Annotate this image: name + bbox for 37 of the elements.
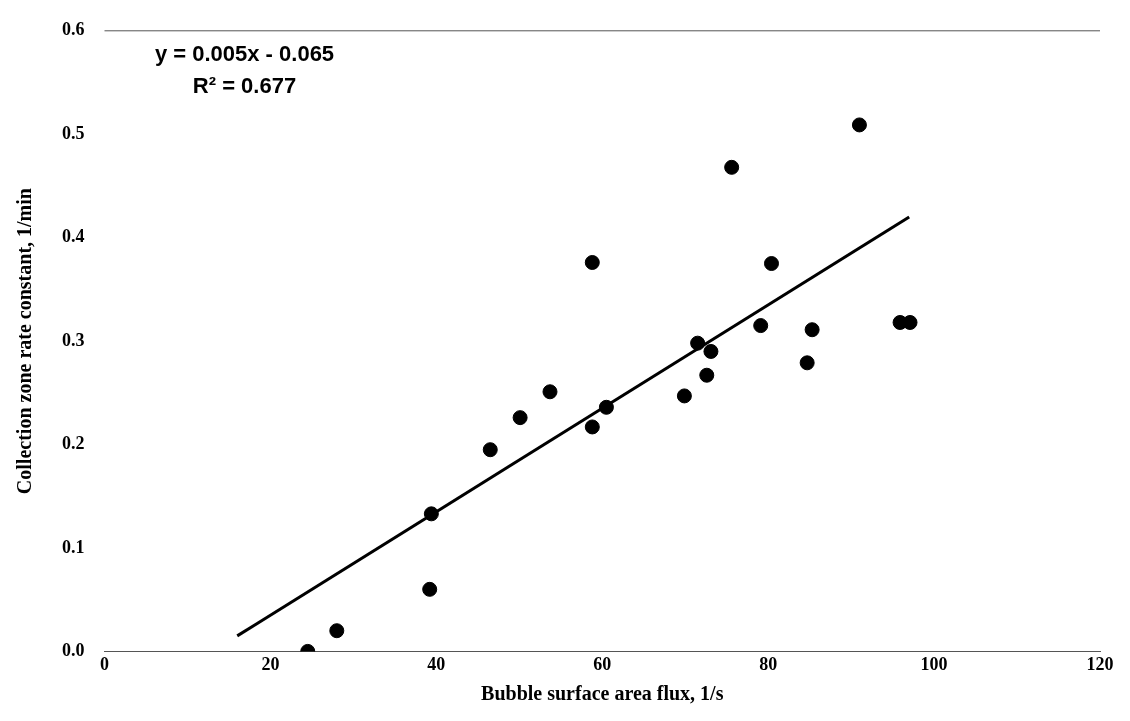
- y-tick-label: 0.5: [62, 122, 85, 143]
- x-tick-label: 60: [593, 653, 612, 674]
- point: [690, 335, 706, 351]
- x-tick-label: 120: [1086, 653, 1114, 674]
- point: [699, 367, 715, 383]
- x-axis-title: Bubble surface area flux, 1/s: [481, 682, 724, 705]
- point: [584, 254, 600, 270]
- y-tick-label: 0.0: [62, 640, 85, 661]
- x-tick-label: 0: [100, 653, 109, 674]
- point: [804, 322, 820, 338]
- point: [799, 355, 815, 371]
- annotation: y = 0.005x - 0.065: [154, 40, 335, 66]
- point: [584, 419, 600, 435]
- y-tick-label: 0.1: [62, 536, 85, 557]
- point: [753, 318, 769, 334]
- point: [542, 384, 558, 400]
- point: [482, 442, 498, 458]
- point: [598, 399, 614, 415]
- point: [763, 256, 779, 272]
- y-tick-label: 0.3: [62, 329, 85, 350]
- point: [724, 159, 740, 175]
- point: [512, 410, 528, 426]
- x-tick-label: 100: [920, 653, 948, 674]
- point: [851, 117, 867, 133]
- x-tick-label: 80: [759, 653, 778, 674]
- y-tick-label: 0.4: [62, 226, 85, 247]
- y-axis-title: Collection zone rate constant, 1/min: [13, 188, 36, 495]
- x-tick-label: 40: [427, 653, 446, 674]
- y-tick-label: 0.6: [62, 19, 85, 40]
- point: [329, 623, 345, 639]
- point: [423, 506, 439, 522]
- point: [422, 581, 438, 597]
- point: [676, 388, 692, 404]
- y-tick-label: 0.2: [62, 433, 85, 454]
- x-tick-label: 20: [261, 653, 280, 674]
- point: [703, 343, 719, 359]
- annotation: R² = 0.677: [192, 72, 297, 98]
